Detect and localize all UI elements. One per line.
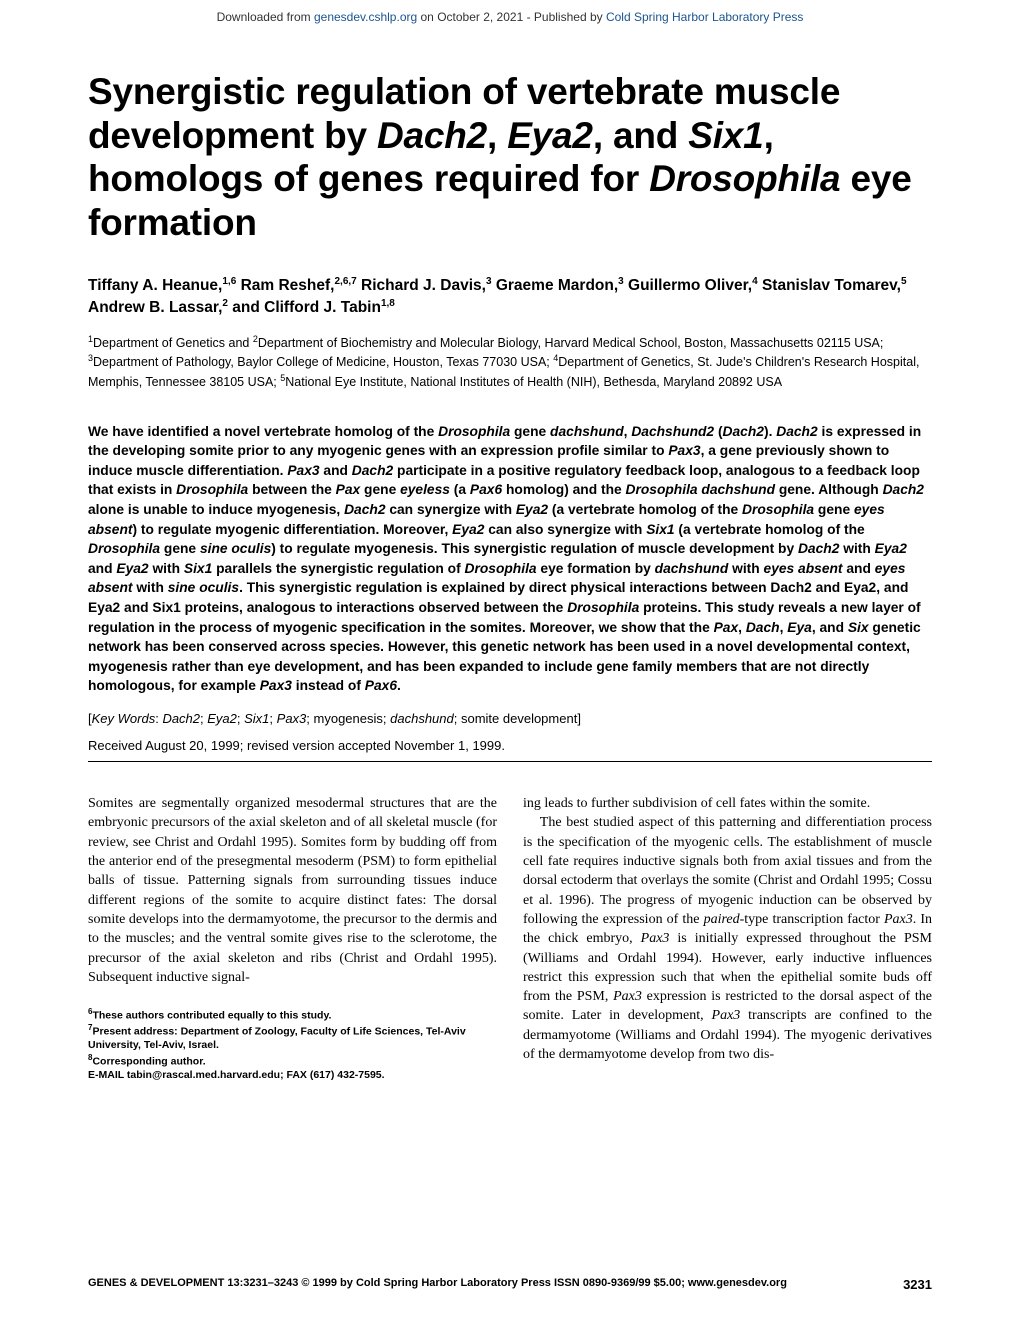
- page-number: 3231: [903, 1277, 932, 1292]
- column-right: ing leads to further subdivision of cell…: [523, 794, 932, 1083]
- footnotes: 6These authors contributed equally to th…: [88, 1007, 497, 1083]
- banner-link-publisher[interactable]: Cold Spring Harbor Laboratory Press: [606, 10, 803, 24]
- column-left-text: Somites are segmentally organized mesode…: [88, 794, 497, 987]
- affiliations: 1Department of Genetics and 2Department …: [88, 333, 932, 392]
- author-list: Tiffany A. Heanue,1,6 Ram Reshef,2,6,7 R…: [88, 275, 932, 319]
- banner-link-source[interactable]: genesdev.cshlp.org: [314, 10, 417, 24]
- banner-prefix: Downloaded from: [217, 10, 314, 24]
- footer-bar: GENES & DEVELOPMENT 13:3231–3243 © 1999 …: [88, 1277, 932, 1292]
- received-line: Received August 20, 1999; revised versio…: [88, 738, 932, 753]
- keywords: [Key Words: Dach2; Eya2; Six1; Pax3; myo…: [88, 710, 932, 728]
- banner-mid: on October 2, 2021 - Published by: [417, 10, 606, 24]
- page-content: Synergistic regulation of vertebrate mus…: [0, 30, 1020, 1083]
- column-left: Somites are segmentally organized mesode…: [88, 794, 497, 1083]
- divider-rule: [88, 761, 932, 762]
- abstract: We have identified a novel vertebrate ho…: [88, 422, 932, 696]
- download-banner: Downloaded from genesdev.cshlp.org on Oc…: [0, 0, 1020, 30]
- body-columns: Somites are segmentally organized mesode…: [88, 794, 932, 1083]
- article-title: Synergistic regulation of vertebrate mus…: [88, 70, 932, 245]
- footer-citation: GENES & DEVELOPMENT 13:3231–3243 © 1999 …: [88, 1277, 787, 1292]
